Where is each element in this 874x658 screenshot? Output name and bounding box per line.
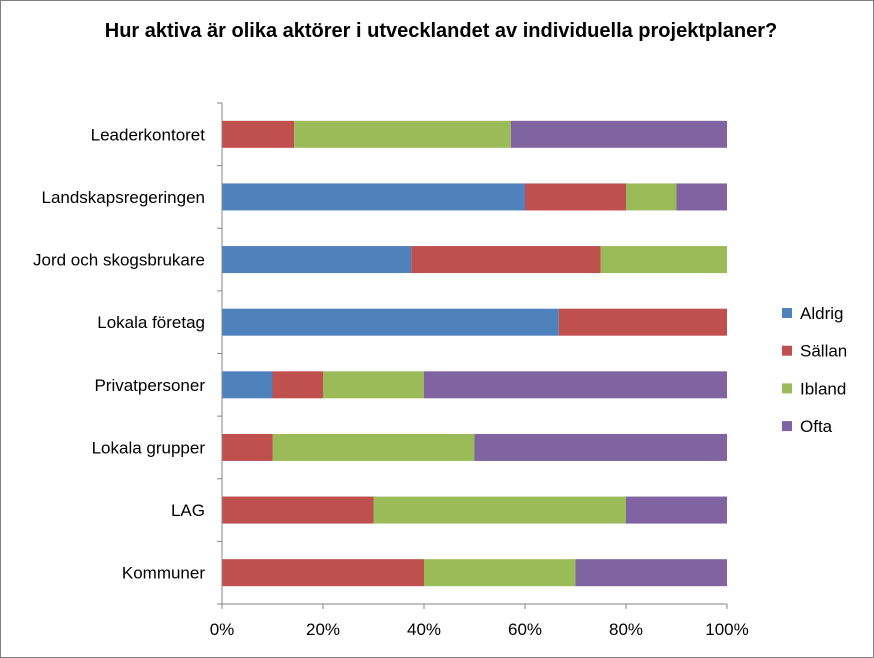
- bar-privatpersoner-ofta: [424, 371, 727, 399]
- bar-leaderkontoret-sallan: [222, 120, 295, 148]
- bar-kommuner-ibland: [424, 559, 576, 587]
- bar-jord-och-skogsbrukare-ibland: [600, 246, 727, 274]
- legend-swatch-ofta: [782, 421, 792, 432]
- bar-kommuner-sallan: [222, 559, 424, 587]
- bar-lokala-grupper-ofta: [474, 433, 727, 461]
- legend-swatch-aldrig: [782, 308, 792, 318]
- bar-privatpersoner-sallan: [272, 371, 323, 399]
- bar-jord-och-skogsbrukare-sallan: [411, 246, 601, 274]
- category-label-lokala-grupper: Lokala grupper: [92, 438, 206, 457]
- category-label-privatpersoner: Privatpersoner: [94, 376, 205, 395]
- bar-leaderkontoret-ofta: [510, 120, 727, 148]
- axes-group: Leaderkontoret Landskapsregeringen Jord oc…: [33, 102, 749, 639]
- chart-title: Hur aktiva är olika aktörer i utveckland…: [104, 20, 778, 42]
- legend: Aldrig Sällan Ibland Ofta: [782, 304, 847, 436]
- legend-label-ofta: Ofta: [800, 417, 833, 436]
- x-tick-label: 40%: [407, 620, 441, 639]
- x-tick-label: 60%: [508, 620, 542, 639]
- bar-lokala-foretag-sallan: [558, 308, 727, 336]
- bar-lokala-grupper-ibland: [272, 433, 475, 461]
- bar-landskapsregeringen-aldrig: [222, 183, 525, 211]
- bar-lokala-foretag-aldrig: [222, 308, 559, 336]
- x-tick-label: 20%: [306, 620, 340, 639]
- category-label-lag: LAG: [171, 501, 205, 520]
- bar-landskapsregeringen-ofta: [676, 183, 727, 211]
- bar-kommuner-ofta: [575, 559, 727, 587]
- legend-swatch-sallan: [782, 345, 792, 356]
- bar-lag-sallan: [222, 496, 374, 524]
- bar-lag-ofta: [626, 496, 727, 524]
- category-label-kommuner: Kommuner: [122, 564, 205, 583]
- category-label-landskapsregeringen: Landskapsregeringen: [41, 188, 205, 207]
- bar-jord-och-skogsbrukare-aldrig: [222, 246, 412, 274]
- bar-leaderkontoret-ibland: [294, 120, 511, 148]
- x-tick-label: 100%: [705, 620, 748, 639]
- bar-lag-ibland: [373, 496, 626, 524]
- bar-lokala-grupper-sallan: [222, 433, 273, 461]
- category-label-jord-och-skogsbrukare: Jord och skogsbrukare: [33, 251, 205, 270]
- x-tick-label: 80%: [609, 620, 643, 639]
- legend-label-aldrig: Aldrig: [800, 304, 843, 323]
- category-label-leaderkontoret: Leaderkontoret: [91, 125, 206, 144]
- bar-landskapsregeringen-sallan: [525, 183, 626, 211]
- bar-privatpersoner-aldrig: [222, 371, 273, 399]
- legend-swatch-ibland: [782, 383, 792, 394]
- category-label-lokala-foretag: Lokala företag: [97, 313, 205, 332]
- x-tick-label: 0%: [210, 620, 235, 639]
- legend-label-sallan: Sällan: [800, 342, 847, 361]
- bar-privatpersoner-ibland: [323, 371, 424, 399]
- bars-group: [222, 120, 727, 587]
- bar-landskapsregeringen-ibland: [626, 183, 677, 211]
- legend-label-ibland: Ibland: [800, 379, 846, 398]
